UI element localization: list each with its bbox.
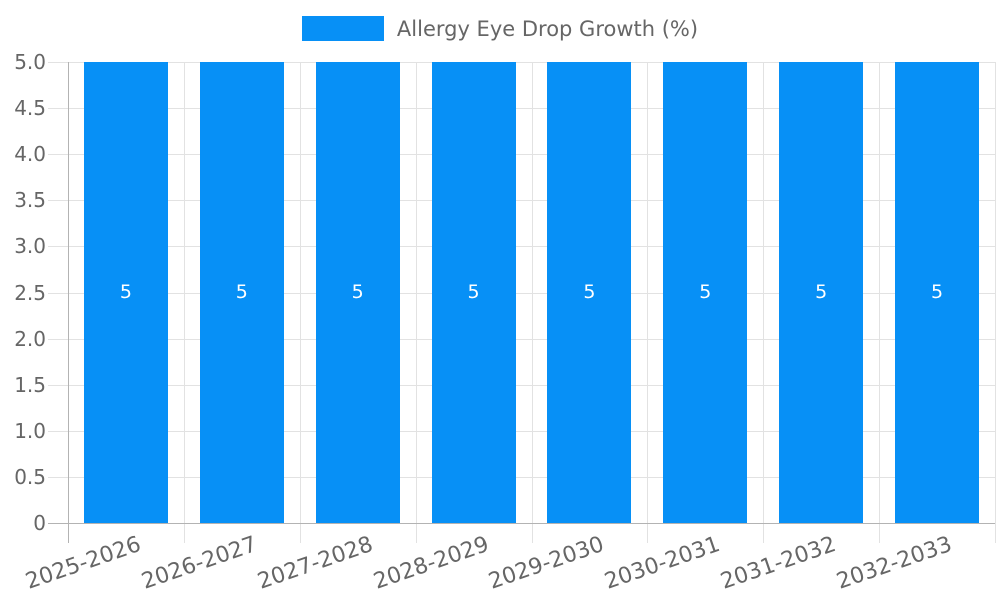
bar-value-label: 5	[815, 281, 828, 303]
y-tick	[48, 523, 68, 524]
bar: 5	[895, 62, 980, 523]
y-tick-label: 5.0	[14, 50, 46, 74]
y-tick	[48, 200, 68, 202]
bar-value-label: 5	[931, 281, 944, 303]
y-tick-label: 1.0	[14, 418, 46, 443]
x-tick-label: 2032-2033	[833, 532, 956, 595]
bar: 5	[199, 62, 284, 523]
x-tick-label: 2027-2028	[254, 532, 376, 595]
x-tick	[183, 523, 185, 543]
y-tick	[48, 62, 68, 63]
y-tick-label: 0.5	[14, 464, 46, 489]
y-tick-label: 4.5	[14, 96, 46, 121]
bar-value-label: 5	[467, 281, 480, 303]
y-tick	[48, 292, 68, 294]
y-tick-label: 4.0	[14, 142, 46, 167]
x-tick	[879, 523, 881, 543]
y-tick	[48, 476, 68, 478]
x-boundary-gridline	[763, 62, 765, 523]
x-tick-label: 2031-2032	[717, 532, 840, 595]
y-tick	[48, 154, 68, 156]
x-tick	[531, 523, 533, 543]
x-tick	[415, 523, 417, 543]
bar-value-label: 5	[351, 281, 364, 303]
x-boundary-gridline	[647, 62, 649, 523]
x-axis-line	[68, 523, 995, 524]
x-boundary-gridline	[531, 62, 533, 523]
y-tick	[48, 108, 68, 110]
legend-swatch	[301, 16, 384, 41]
bar: 5	[663, 62, 748, 523]
y-tick-label: 1.5	[14, 372, 46, 397]
legend-label: Allergy Eye Drop Growth (%)	[396, 16, 699, 41]
plot-area: 5 5 5 5 5 5 5 5	[48, 62, 996, 543]
x-tick-label: 2030-2031	[601, 532, 724, 595]
x-tick	[647, 523, 649, 543]
bar-value-label: 5	[699, 281, 712, 303]
y-tick	[48, 246, 68, 248]
x-boundary-gridline	[183, 62, 185, 523]
bar: 5	[431, 62, 516, 523]
x-boundary-gridline	[995, 62, 996, 523]
x-boundary-gridline	[879, 62, 881, 523]
x-tick	[763, 523, 765, 543]
y-tick-label: 3.5	[14, 188, 46, 213]
bar: 5	[779, 62, 864, 523]
bar-value-label: 5	[119, 281, 132, 303]
x-tick-label: 2025-2026	[22, 532, 145, 595]
x-tick	[68, 523, 69, 543]
x-tick	[299, 523, 301, 543]
y-axis-line	[68, 62, 69, 523]
bar: 5	[315, 62, 400, 523]
bar-value-label: 5	[235, 281, 248, 303]
x-tick-label: 2028-2029	[370, 532, 492, 595]
x-tick-label: 2026-2027	[138, 532, 260, 595]
y-tick	[48, 384, 68, 386]
y-tick-label: 2.0	[14, 326, 46, 351]
x-boundary-gridline	[415, 62, 417, 523]
bar-value-label: 5	[583, 281, 596, 303]
x-tick-label: 2029-2030	[486, 532, 608, 595]
y-tick	[48, 430, 68, 432]
y-tick-label: 0	[33, 511, 46, 535]
bar: 5	[83, 62, 168, 523]
bar: 5	[547, 62, 632, 523]
legend[interactable]: Allergy Eye Drop Growth (%)	[0, 16, 1000, 41]
y-tick	[48, 338, 68, 340]
x-boundary-gridline	[299, 62, 301, 523]
y-tick-label: 2.5	[14, 280, 46, 305]
x-tick	[995, 523, 996, 543]
y-tick-label: 3.0	[14, 234, 46, 259]
